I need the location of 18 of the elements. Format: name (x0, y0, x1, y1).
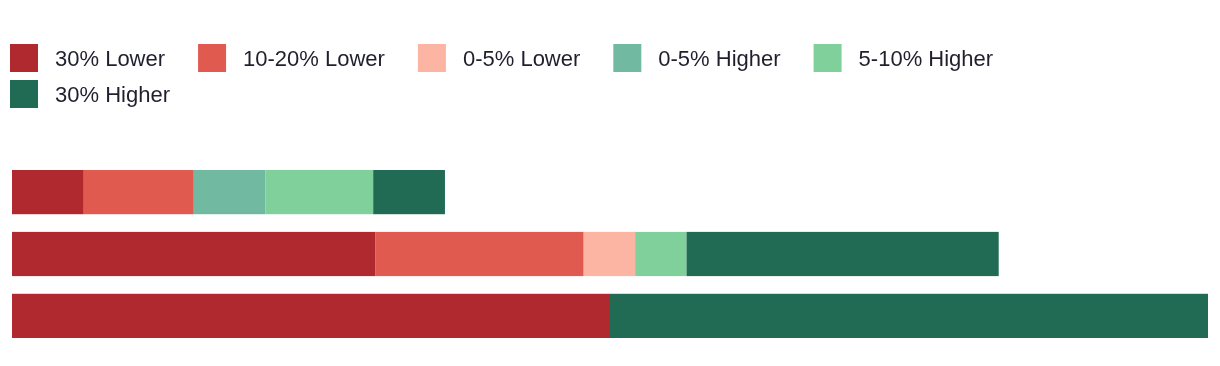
bar (635, 231, 687, 277)
legend-label: 5-10% Higher (858, 46, 994, 71)
bar (12, 231, 376, 277)
legend-label: 0-5% Lower (462, 46, 581, 71)
bar (610, 293, 1208, 338)
bar (12, 293, 610, 338)
bar (375, 231, 584, 277)
bar (686, 231, 999, 277)
bar (265, 170, 374, 215)
legend-label: 30% Higher (55, 82, 170, 107)
bar (193, 170, 266, 215)
legend-label: 30% Lower (55, 46, 166, 71)
bar (373, 170, 445, 215)
bar (83, 170, 194, 215)
bar (583, 231, 636, 277)
legend-label: 0-5% Higher (658, 46, 781, 71)
legend-label: 10-20% Lower (243, 46, 385, 71)
bar (12, 170, 84, 215)
